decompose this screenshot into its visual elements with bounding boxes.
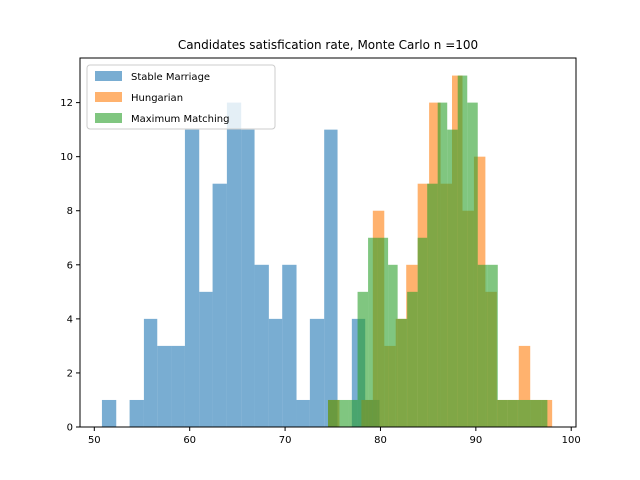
bar-series0-bin8 <box>212 183 227 427</box>
legend-label-2: Maximum Matching <box>131 114 229 125</box>
bar-series0-bin12 <box>268 318 283 427</box>
bar-series0-bin4 <box>157 345 172 427</box>
legend-box <box>86 64 276 130</box>
bar-series2-bin14 <box>467 102 478 427</box>
bar-series0-bin15 <box>309 318 325 427</box>
legend: Stable Marriage Hungarian Maximum Matching <box>86 64 276 130</box>
bar-series2-bin19 <box>517 399 548 427</box>
bar-series2-bin5 <box>377 237 389 427</box>
bar-series2-bin6 <box>388 264 398 427</box>
bar-series0-bin11 <box>254 264 269 427</box>
bar-series0-bin14 <box>296 399 310 427</box>
legend-swatch-1 <box>95 92 122 102</box>
x-tick-label: 70 <box>279 435 292 446</box>
bar-series2-bin8 <box>407 291 418 427</box>
y-tick-label: 8 <box>67 206 73 217</box>
plot-frame <box>79 57 577 428</box>
bar-series0-bin5 <box>171 345 185 427</box>
bar-series1-bin17 <box>518 345 531 427</box>
legend-swatch-0 <box>95 71 122 81</box>
bars-layer <box>101 75 553 428</box>
bar-series0-bin0 <box>101 399 117 427</box>
legend-label-0: Stable Marriage <box>131 72 210 83</box>
bar-series0-bin3 <box>143 318 158 427</box>
y-tick-label: 0 <box>67 423 73 434</box>
legend-swatch-2 <box>95 113 122 123</box>
bar-series2-bin15 <box>477 264 488 427</box>
bar-series0-bin10 <box>241 129 255 427</box>
y-tick-label: 6 <box>67 260 73 271</box>
bar-series2-bin16 <box>487 264 498 427</box>
bar-series2-bin1 <box>337 399 349 427</box>
y-tick-label: 12 <box>60 98 73 109</box>
y-tick-label: 10 <box>60 152 73 163</box>
bar-series0-bin6 <box>184 129 200 427</box>
x-tick-label: 50 <box>88 435 101 446</box>
bar-series0-bin16 <box>324 129 338 427</box>
bar-series2-bin10 <box>427 183 438 427</box>
chart-title: Candidates satisfication rate, Monte Car… <box>178 38 478 52</box>
series-2 <box>328 75 548 428</box>
x-tick-label: 100 <box>562 435 581 446</box>
bar-series2-bin4 <box>368 237 378 427</box>
y-tick-label: 2 <box>67 368 73 379</box>
x-tick-label: 80 <box>374 435 387 446</box>
bar-series2-bin7 <box>397 318 408 427</box>
bar-series2-bin9 <box>417 237 428 427</box>
series-0 <box>101 102 380 427</box>
legend-label-1: Hungarian <box>131 93 183 104</box>
bar-series2-bin13 <box>457 75 468 428</box>
x-tick-label: 90 <box>469 435 482 446</box>
bar-series2-bin2 <box>348 399 358 427</box>
bar-series2-bin0 <box>328 399 338 427</box>
bar-series0-bin7 <box>199 291 213 427</box>
bar-series2-bin3 <box>357 291 369 427</box>
x-tick-label: 60 <box>183 435 196 446</box>
bar-series0-bin2 <box>129 399 144 427</box>
bar-series0-bin9 <box>226 102 242 427</box>
bar-series2-bin12 <box>447 129 458 427</box>
y-tick-label: 4 <box>67 314 73 325</box>
y-axis: 0 2 4 6 8 10 12 <box>60 98 80 434</box>
bar-series2-bin11 <box>437 102 448 427</box>
x-axis: 50 60 70 80 90 100 <box>88 427 581 446</box>
bar-series0-bin13 <box>282 264 297 427</box>
bar-series2-bin17 <box>497 399 508 427</box>
bar-series2-bin18 <box>507 399 518 427</box>
